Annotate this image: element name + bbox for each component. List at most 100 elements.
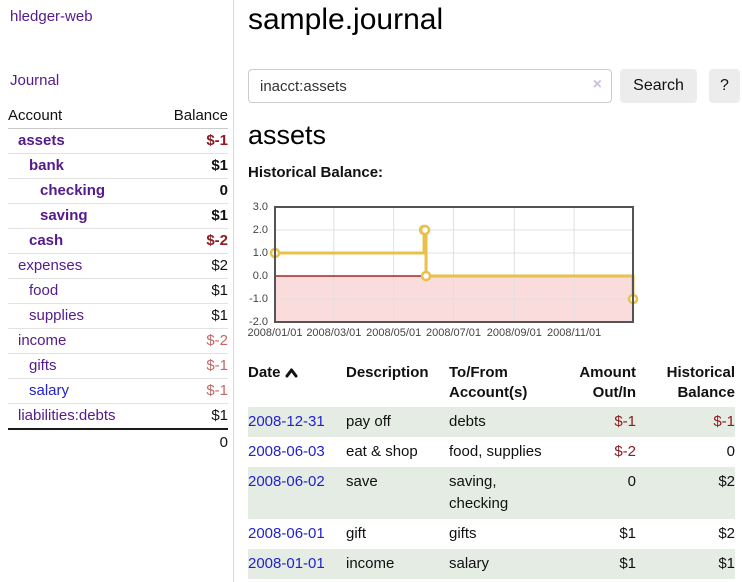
account-link[interactable]: income [18,332,67,349]
register-header-date[interactable]: Date [248,359,346,407]
account-link[interactable]: assets [18,132,65,149]
account-balance: $1 [154,153,228,179]
transaction-amount: $-2 [614,443,636,460]
search-form: × Search ? [248,69,740,103]
x-axis-tick-label: 2008/11/01 [547,327,602,339]
account-row: gifts $-1 [8,353,228,379]
account-row: cash $-2 [8,228,228,254]
account-row: supplies $1 [8,303,228,329]
transaction-date-link[interactable]: 2008-06-03 [248,443,325,460]
help-button[interactable]: ? [709,69,740,103]
register-table: Date Description To/From Account(s) Amou… [248,359,735,579]
account-link[interactable]: expenses [18,257,83,274]
account-balance: $1 [154,278,228,304]
account-row: bank $1 [8,153,228,179]
clear-search-icon[interactable]: × [592,76,602,93]
account-row: liabilities:debts $1 [8,403,228,430]
register-header-amount: Amount Out/In [579,364,636,401]
account-balance: $-2 [154,328,228,354]
table-row: 2008-12-31 pay off debts $-1 $-1 [248,407,735,437]
register-header-balance: Historical Balance [666,364,735,401]
transaction-amount: $-1 [614,413,636,430]
transaction-description: pay off [346,413,391,430]
account-link[interactable]: bank [29,157,65,174]
account-balance: $-1 [154,128,228,154]
x-axis-tick-label: 2008/05/01 [366,327,422,339]
main-content: sample.journal × Search ? assets Histori… [247,0,742,582]
accounts-header-balance: Balance [154,103,228,129]
account-link[interactable]: liabilities:debts [18,407,116,424]
transaction-amount: $1 [619,555,636,572]
transaction-balance: $2 [718,525,735,542]
transaction-accounts: saving, checking [449,473,509,512]
accounts-total-value: 0 [219,434,228,451]
account-link[interactable]: food [29,282,59,299]
account-balance: $1 [154,203,228,229]
transaction-amount: $1 [619,525,636,542]
account-balance: $-1 [154,353,228,379]
account-row: income $-2 [8,328,228,354]
account-balance: $-2 [154,228,228,254]
transaction-balance: $1 [718,555,735,572]
transaction-balance: $2 [718,473,735,490]
transaction-balance: 0 [726,443,735,460]
register-header-accounts: To/From Account(s) [449,364,528,401]
historical-balance-chart: $ 3.02.01.00.0-1.0-2.02008/01/012008/03/… [247,201,742,347]
sort-ascending-icon [285,364,298,384]
x-axis-tick-label: 2008/07/01 [425,327,482,339]
account-balance: $1 [154,303,228,329]
table-row: 2008-01-01 income salary $1 $1 [248,549,735,579]
search-input[interactable] [248,69,612,103]
page-title: sample.journal [248,3,444,36]
account-link[interactable]: saving [40,207,88,224]
transaction-description: income [346,555,395,572]
accounts-total-spacer [8,429,154,455]
account-balance: $1 [154,403,228,430]
account-link[interactable]: supplies [29,307,85,324]
transaction-date-link[interactable]: 2008-12-31 [248,413,325,430]
y-axis-tick-label: 3.0 [252,201,268,213]
transaction-description: save [346,473,378,490]
brand-link[interactable]: hledger-web [10,8,93,25]
table-row: 2008-06-03 eat & shop food, supplies $-2 0 [248,437,735,467]
account-row: salary $-1 [8,378,228,404]
accounts-header-account: Account [8,103,155,129]
transaction-description: gift [346,525,367,542]
chart-section-label: Historical Balance: [248,164,384,181]
x-axis-tick-label: 2008/01/01 [247,327,303,339]
y-axis-tick-label: -2.0 [249,316,268,328]
x-axis-tick-label: 2008/03/01 [306,327,362,339]
account-link[interactable]: gifts [29,357,57,374]
account-row: expenses $2 [8,253,228,279]
table-row: 2008-06-01 gift gifts $1 $2 [248,519,735,549]
account-balance: $-1 [154,378,228,404]
account-link[interactable]: salary [29,382,70,399]
y-axis-tick-label: -1.0 [249,293,268,305]
sidebar: hledger-web Journal Account Balance asse… [0,0,234,582]
chart-canvas [269,206,639,323]
search-button[interactable]: Search [620,69,697,103]
transaction-description: eat & shop [346,443,418,460]
account-row: assets $-1 [8,128,228,154]
register-header-description: Description [346,364,429,381]
sidebar-item-journal[interactable]: Journal [10,72,60,89]
account-link[interactable]: cash [29,232,64,249]
y-axis-tick-label: 0.0 [252,270,268,282]
account-row: checking 0 [8,178,228,204]
x-axis-tick-label: 2008/09/01 [486,327,542,339]
transaction-date-link[interactable]: 2008-01-01 [248,555,325,572]
transaction-amount: 0 [627,473,636,490]
account-row: food $1 [8,278,228,304]
transaction-balance: $-1 [713,413,735,430]
transaction-date-link[interactable]: 2008-06-01 [248,525,325,542]
account-link[interactable]: checking [40,182,106,199]
transaction-accounts: debts [449,413,486,430]
y-axis-tick-label: 1.0 [252,247,268,259]
account-balance: 0 [154,178,228,204]
account-balance: $2 [154,253,228,279]
y-axis-tick-label: 2.0 [252,224,268,236]
account-title: assets [248,120,327,150]
transaction-accounts: food, supplies [449,443,542,460]
account-row: saving $1 [8,203,228,229]
transaction-date-link[interactable]: 2008-06-02 [248,473,325,490]
